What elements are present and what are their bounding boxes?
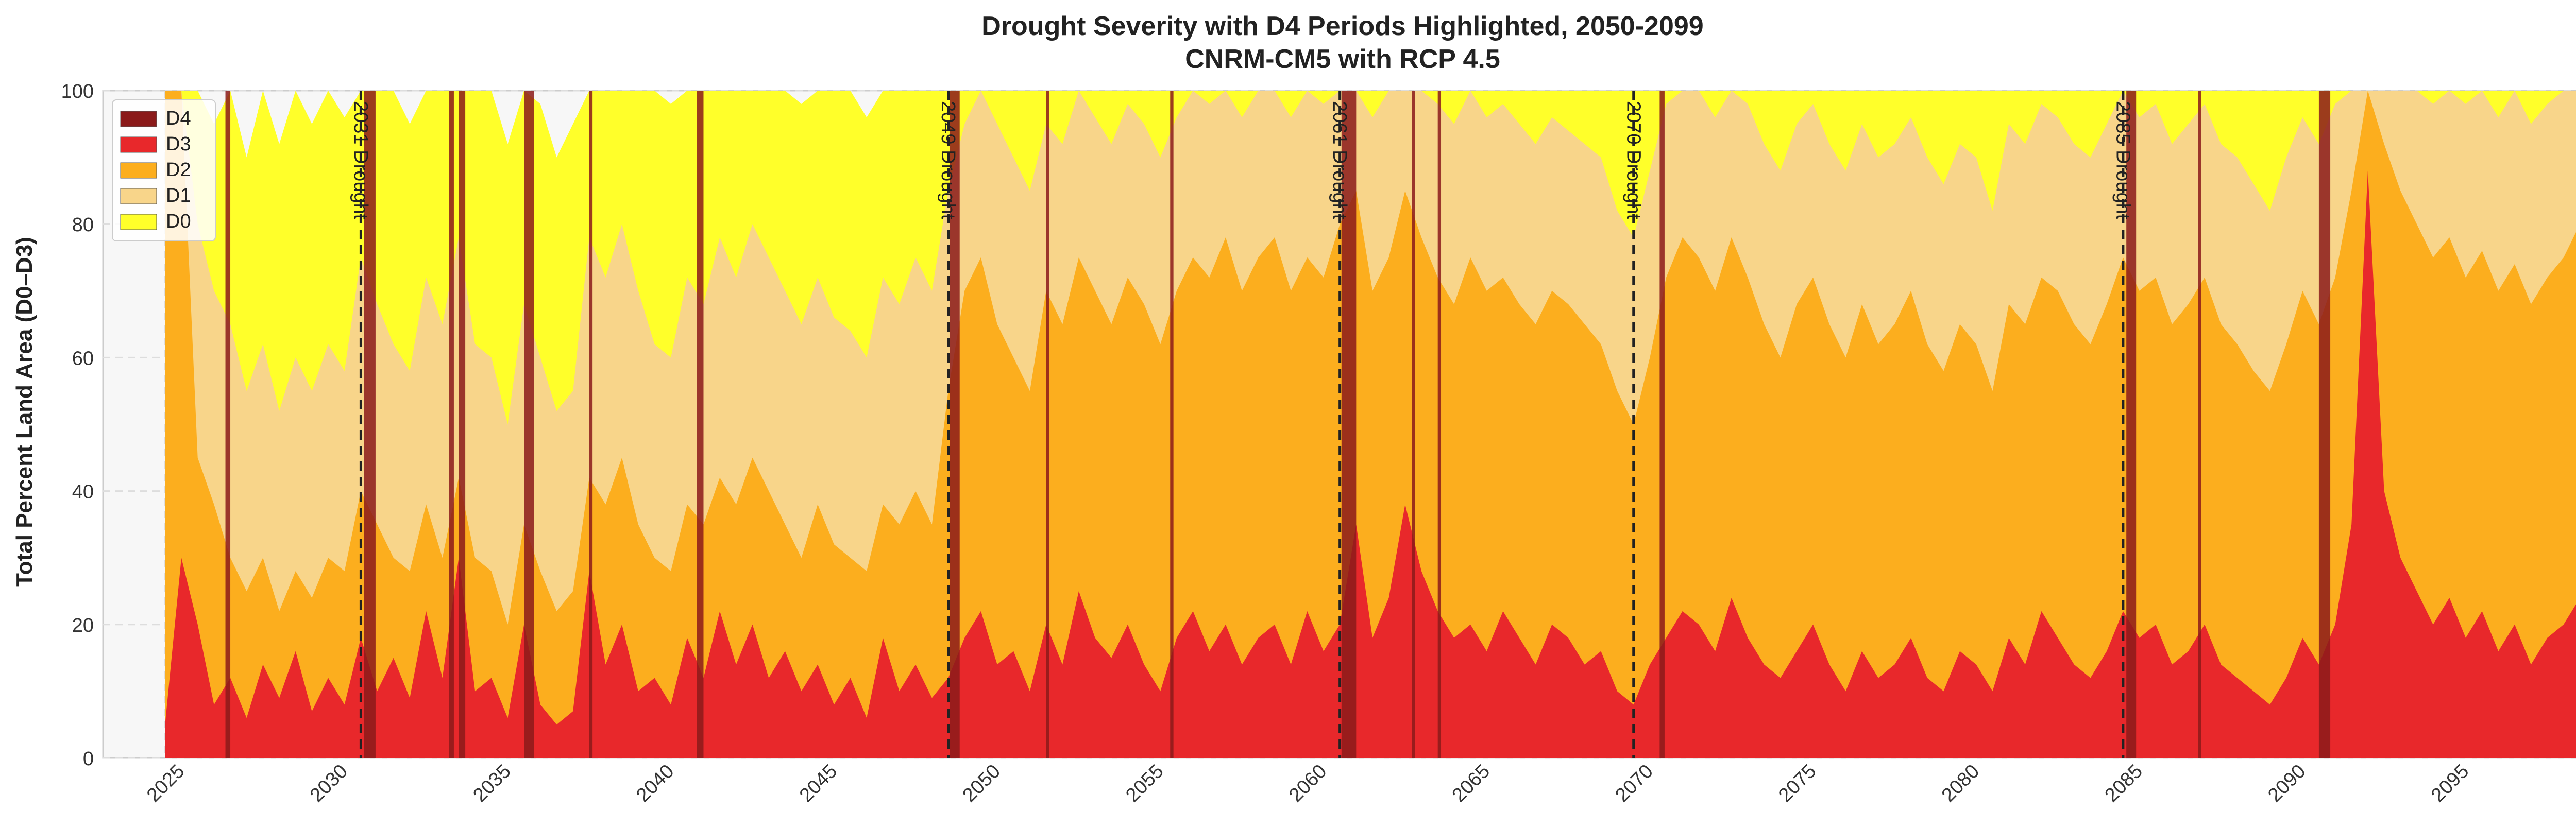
- d4-period-bar: [1341, 91, 1357, 758]
- d4-period-bar: [1412, 91, 1415, 758]
- legend: D4 D3 D2 D1 D0: [112, 99, 216, 242]
- y-tick-label: 20: [72, 615, 94, 636]
- legend-swatch-d4: [120, 111, 157, 127]
- y-axis-ticks: 0 20 40 60 80 100: [61, 81, 94, 770]
- y-tick-label: 60: [72, 348, 94, 369]
- plot-area: 2031 Drought 2049 Drought 2061 Drought 2070…: [102, 90, 2576, 759]
- series-area-d2: [165, 91, 2576, 758]
- y-tick-label: 80: [72, 214, 94, 236]
- y-tick-label: 0: [83, 748, 94, 770]
- chart-title: Drought Severity with D4 Periods Highlig…: [981, 11, 1703, 41]
- chart-subtitle: CNRM-CM5 with RCP 4.5: [1185, 44, 1500, 74]
- d4-period-bar: [2126, 91, 2137, 758]
- legend-label-d0: D0: [166, 211, 191, 232]
- y-axis-label: Total Percent Land Area (D0–D3): [12, 237, 37, 587]
- d4-period-bar: [2318, 91, 2331, 758]
- series-area-d3: [165, 170, 2576, 758]
- legend-items: D4 D3 D2 D1 D0: [120, 108, 191, 232]
- legend-swatch-d0: [120, 214, 157, 230]
- d4-period-bar: [950, 91, 960, 758]
- d4-period-bar: [697, 91, 704, 758]
- d4-period-bar: [1437, 91, 1442, 758]
- legend-label-d2: D2: [166, 159, 191, 181]
- d4-period-bar: [589, 91, 593, 758]
- drought-marker-label: 2049 Drought: [937, 101, 959, 220]
- drought-marker-label: 2031 Drought: [350, 101, 371, 220]
- d4-periods-layer: [225, 91, 2331, 758]
- d4-period-bar: [2198, 91, 2201, 758]
- legend-swatch-d3: [120, 136, 157, 153]
- legend-swatch-d1: [120, 188, 157, 204]
- legend-box: [112, 99, 216, 242]
- d4-period-bar: [1170, 91, 1174, 758]
- legend-swatch-d2: [120, 162, 157, 179]
- legend-label-d1: D1: [166, 185, 191, 206]
- y-tick-label: 100: [61, 81, 94, 102]
- d4-period-bar: [459, 91, 466, 758]
- d4-period-bar: [1659, 91, 1665, 758]
- legend-label-d3: D3: [166, 133, 191, 155]
- d4-period-bar: [524, 91, 534, 758]
- drought-marker-label: 2085 Drought: [2112, 101, 2133, 220]
- drought-annotations: 2031 Drought 2049 Drought 2061 Drought 2070…: [350, 91, 2133, 758]
- area-series-layer: [165, 91, 2576, 758]
- drought-marker-label: 2070 Drought: [1622, 101, 1644, 220]
- d4-period-bar: [1046, 91, 1049, 758]
- drought-marker-label: 2061 Drought: [1329, 101, 1350, 220]
- d4-period-bar: [225, 91, 231, 758]
- d4-period-bar: [449, 91, 454, 758]
- y-tick-label: 40: [72, 481, 94, 503]
- d4-period-bar: [364, 91, 376, 758]
- legend-label-d4: D4: [166, 108, 191, 129]
